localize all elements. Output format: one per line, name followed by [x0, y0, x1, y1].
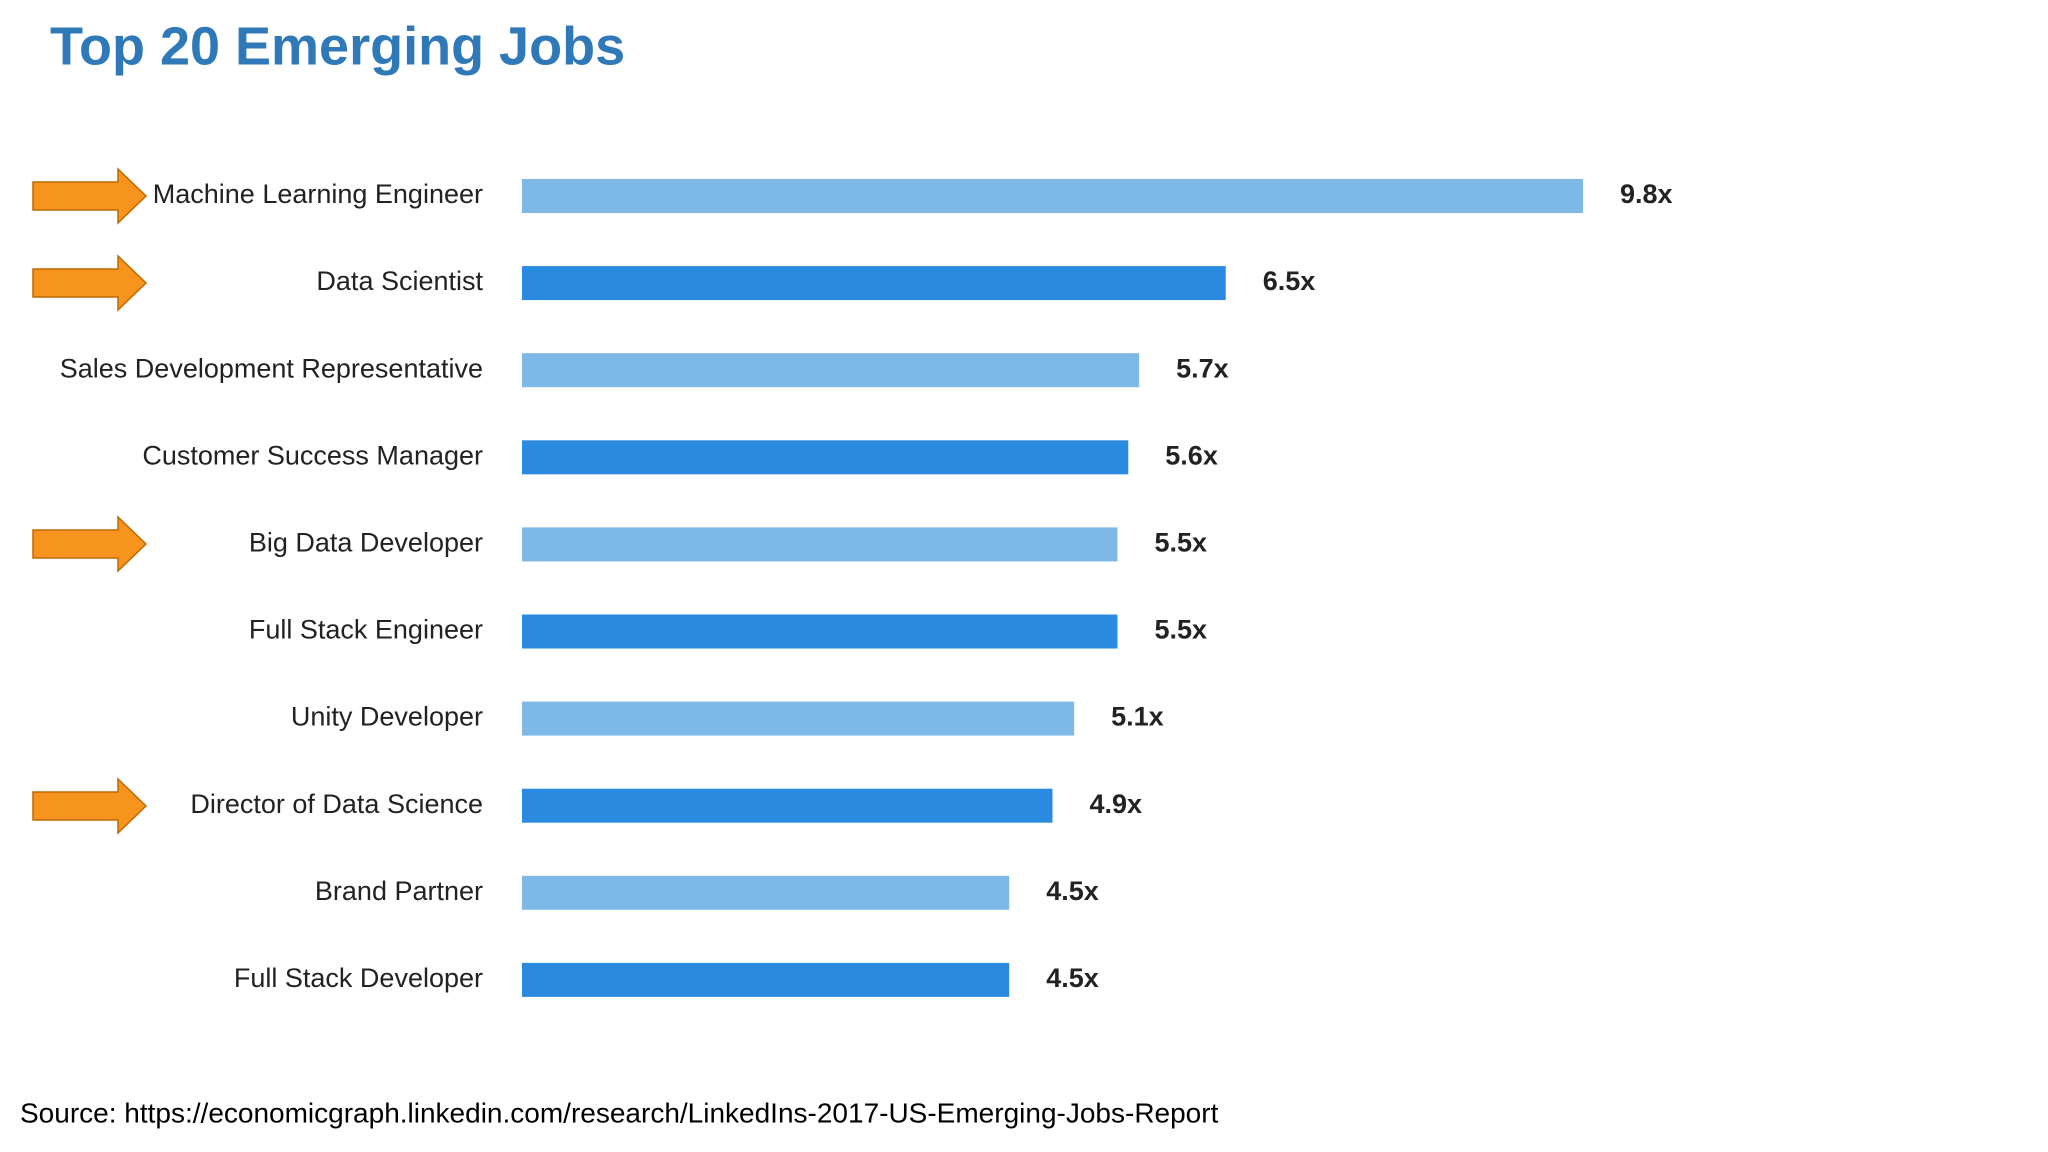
value-label: 4.5x [1046, 963, 1099, 993]
arrow [32, 777, 148, 835]
value-label: 4.5x [1046, 876, 1099, 906]
category-label: Director of Data Science [190, 789, 483, 819]
bar [522, 962, 1010, 997]
arrows [32, 167, 148, 835]
value-label: 5.6x [1165, 440, 1218, 470]
category-label: Big Data Developer [249, 528, 483, 558]
value-label: 5.5x [1154, 615, 1207, 645]
value-label: 5.1x [1111, 702, 1164, 732]
bar [522, 179, 1583, 213]
arrow [32, 254, 148, 312]
bar [522, 701, 1075, 736]
bar [522, 614, 1118, 649]
category-label: Brand Partner [315, 876, 483, 906]
value-label: 6.5x [1263, 266, 1316, 296]
bar [522, 266, 1226, 301]
value-label: 4.9x [1090, 789, 1143, 819]
bar [522, 527, 1118, 562]
value-label: 5.5x [1154, 528, 1207, 558]
bar [522, 353, 1140, 388]
value-label: 9.8x [1620, 179, 1673, 209]
category-label: Machine Learning Engineer [153, 179, 483, 209]
category-label: Unity Developer [291, 702, 483, 732]
arrow [32, 515, 148, 573]
chart-title: Top 20 Emerging Jobs [50, 16, 625, 76]
bar [522, 440, 1129, 475]
arrow [32, 167, 148, 225]
category-label: Full Stack Developer [234, 963, 483, 993]
category-label: Data Scientist [316, 266, 483, 296]
category-label: Sales Development Representative [60, 353, 483, 383]
category-label: Full Stack Engineer [249, 615, 483, 645]
bar [522, 788, 1053, 823]
category-label: Customer Success Manager [142, 440, 483, 470]
bar [522, 875, 1010, 910]
value-label: 5.7x [1176, 353, 1229, 383]
source: Source: https://economicgraph.linkedin.c… [20, 1097, 1219, 1128]
